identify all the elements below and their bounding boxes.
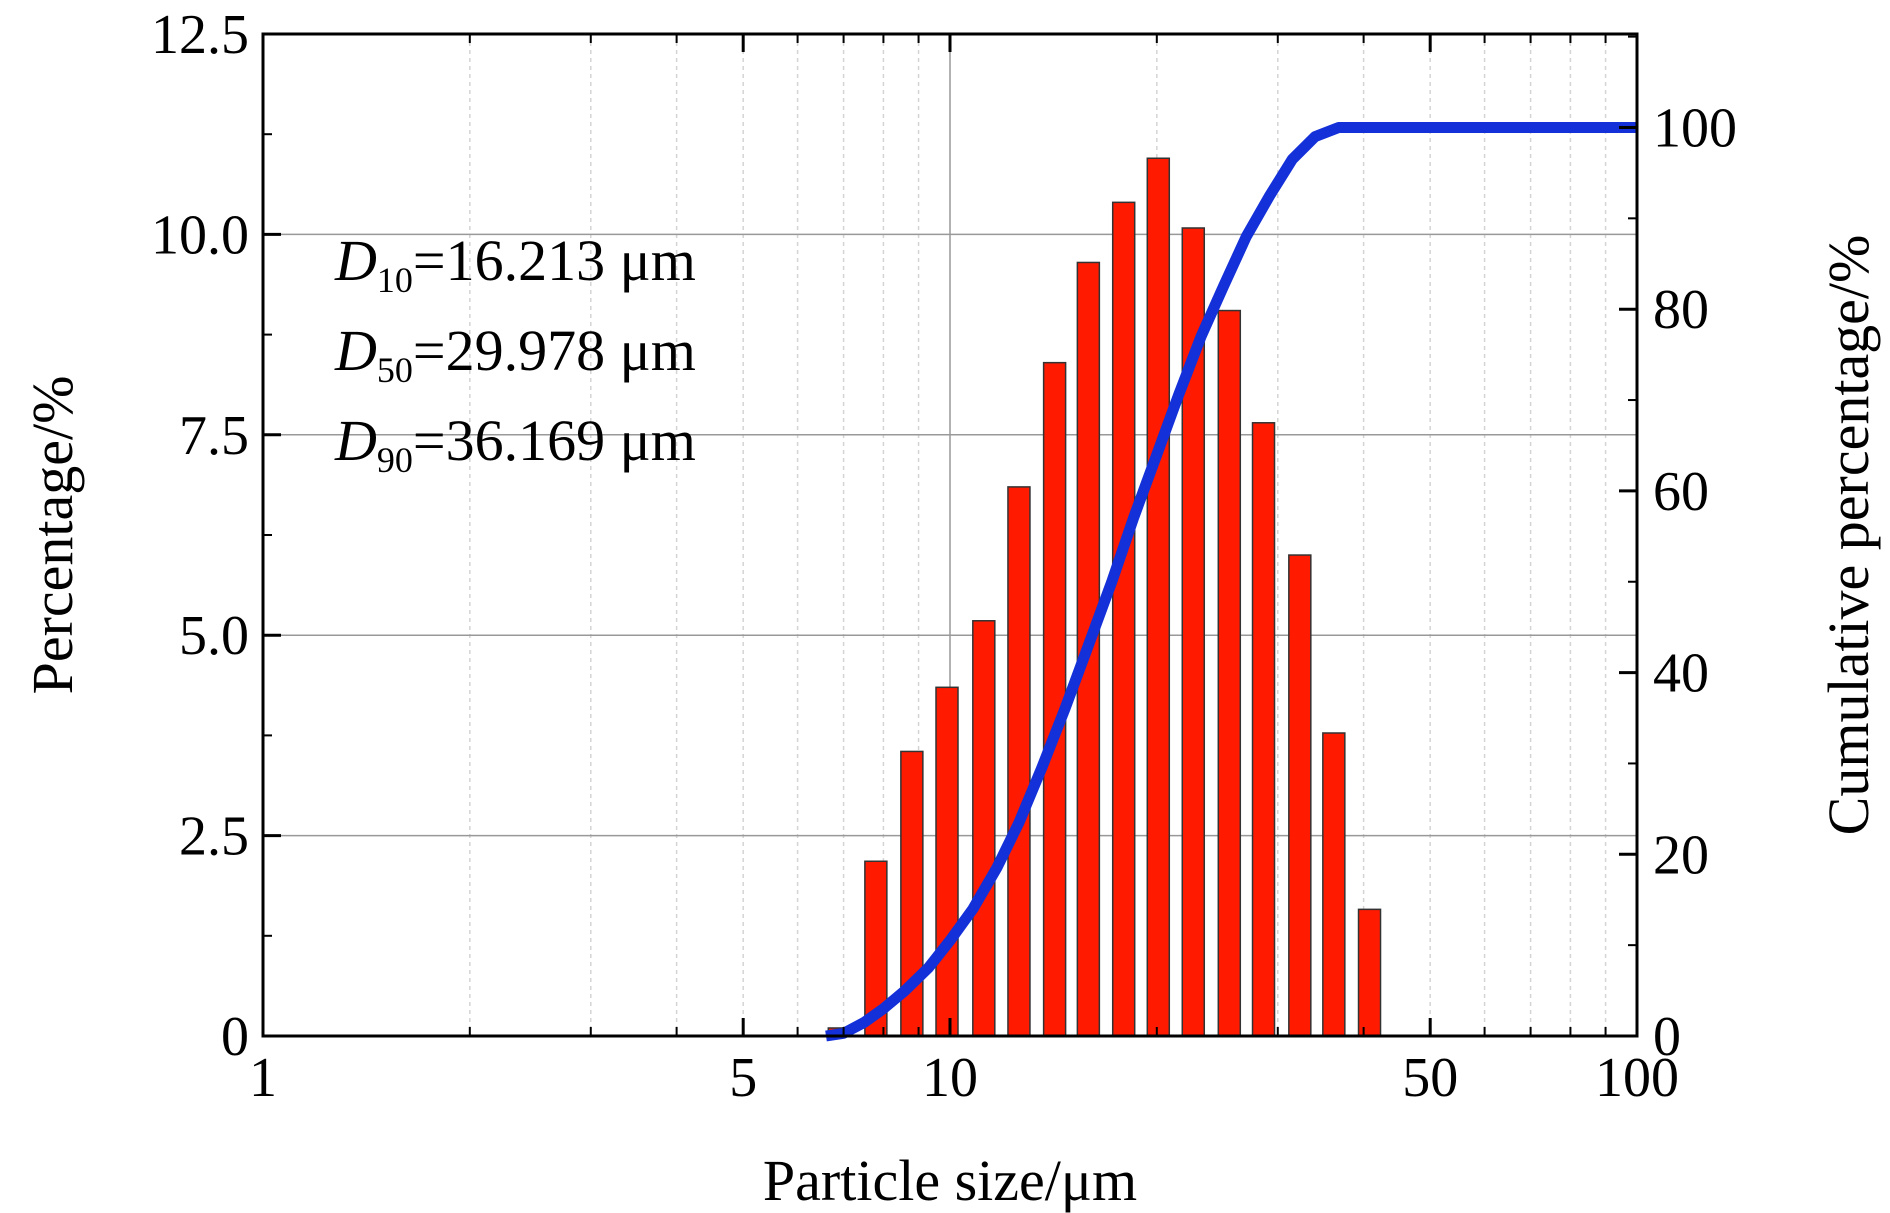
- bar: [1251, 422, 1276, 1037]
- y-right-tick-label: 0: [1653, 1006, 1681, 1068]
- d-value-annotation: D10=16.213 μm: [334, 228, 696, 300]
- bar: [1111, 201, 1136, 1037]
- y-right-tick-label: 60: [1653, 461, 1709, 523]
- bar: [1288, 554, 1312, 1037]
- bar: [972, 620, 996, 1037]
- y-left-tick-label: 7.5: [179, 405, 249, 467]
- x-tick-label: 10: [922, 1047, 978, 1109]
- y-right-axis-title: Cumulative percentage/%: [1816, 235, 1881, 836]
- bar: [1007, 486, 1031, 1037]
- y-right-tick-label: 100: [1653, 97, 1737, 159]
- x-tick-label: 1: [249, 1047, 277, 1109]
- bar: [1357, 908, 1382, 1037]
- bar: [1322, 732, 1346, 1037]
- bar: [935, 686, 959, 1037]
- cumulative-line: [825, 122, 1637, 1042]
- x-tick-label: 50: [1402, 1047, 1458, 1109]
- y-right-tick-labels: 0 20 40 60 80 100: [1653, 97, 1737, 1068]
- x-tick-label: 5: [729, 1047, 757, 1109]
- d-value-annotation: D90=36.169 μm: [334, 408, 696, 480]
- y-left-tick-label: 10.0: [151, 204, 249, 266]
- y-left-tick-label: 0: [221, 1006, 249, 1068]
- d-value-annotations: D10=16.213 μm D50=29.978 μm D90=36.169 μm: [334, 228, 696, 480]
- cumulative-series: [825, 122, 1637, 1042]
- axis-ticks: [261, 32, 1639, 1038]
- x-tick-labels: 1 5 10 50 100: [249, 1047, 1679, 1109]
- d-value-annotation: D50=29.978 μm: [334, 318, 696, 390]
- x-tick-label: 100: [1595, 1047, 1679, 1109]
- y-right-tick-label: 40: [1653, 643, 1709, 705]
- x-axis-title: Particle size/μm: [763, 1148, 1137, 1213]
- y-left-tick-labels: 0 2.5 5.0 7.5 10.0 12.5: [151, 4, 249, 1068]
- y-right-tick-label: 80: [1653, 279, 1709, 341]
- bar: [1042, 361, 1067, 1037]
- y-left-tick-label: 5.0: [179, 605, 249, 667]
- y-left-tick-label: 2.5: [179, 806, 249, 868]
- bar: [1146, 157, 1171, 1037]
- y-left-tick-label: 12.5: [151, 4, 249, 66]
- y-left-axis-title: Percentage/%: [20, 376, 85, 695]
- y-right-tick-label: 20: [1653, 824, 1709, 886]
- bar: [1217, 309, 1242, 1037]
